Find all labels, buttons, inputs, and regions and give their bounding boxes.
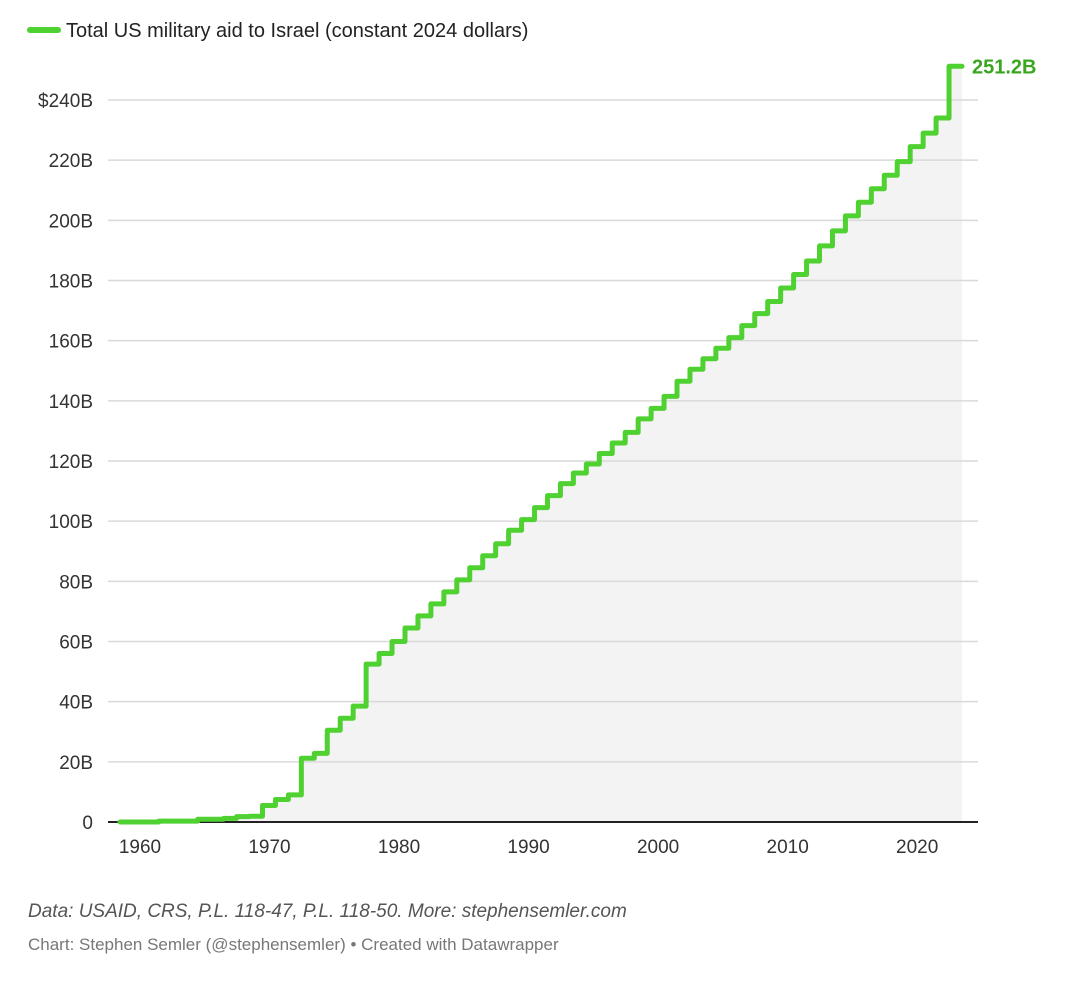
x-tick-label-1990: 1990 bbox=[507, 837, 549, 858]
series-area bbox=[120, 66, 962, 823]
y-tick-label-220: 220B bbox=[49, 151, 93, 172]
y-tick-label-40: 40B bbox=[59, 693, 93, 714]
x-tick-label-2010: 2010 bbox=[767, 837, 809, 858]
y-tick-label-100: 100B bbox=[49, 512, 93, 533]
chart-credit: Chart: Stephen Semler (@stephensemler) •… bbox=[28, 935, 559, 954]
y-tick-label-200: 200B bbox=[49, 211, 93, 232]
y-tick-label-20: 20B bbox=[59, 753, 93, 774]
x-tick-label-2020: 2020 bbox=[896, 837, 938, 858]
source-note: Data: USAID, CRS, P.L. 118-47, P.L. 118-… bbox=[28, 901, 627, 922]
y-axis-tick-labels: 0 20B 40B 60B 80B 100B 120B 140B 160B 180B 200B 220… bbox=[38, 91, 93, 834]
series-line-layer bbox=[117, 63, 965, 825]
x-tick-label-1960: 1960 bbox=[119, 837, 161, 858]
series-line bbox=[117, 63, 965, 825]
y-tick-label-180: 180B bbox=[49, 272, 93, 293]
y-tick-label-120: 120B bbox=[49, 452, 93, 473]
gridlines bbox=[108, 99, 978, 763]
y-tick-label-60: 60B bbox=[59, 633, 93, 654]
y-tick-label-80: 80B bbox=[59, 572, 93, 593]
x-tick-label-2000: 2000 bbox=[637, 837, 679, 858]
y-tick-label-0: 0 bbox=[82, 813, 93, 834]
x-axis-tick-labels: 1960 1970 1980 1990 2000 2010 2020 bbox=[119, 837, 939, 858]
legend-label: Total US military aid to Israel (constan… bbox=[66, 20, 528, 42]
x-tick-label-1980: 1980 bbox=[378, 837, 420, 858]
end-value-label: 251.2B bbox=[972, 56, 1037, 78]
y-tick-label-240: $240B bbox=[38, 91, 93, 112]
y-tick-label-160: 160B bbox=[49, 332, 93, 353]
x-tick-label-1970: 1970 bbox=[248, 837, 290, 858]
legend: Total US military aid to Israel (constan… bbox=[27, 20, 528, 42]
area-fill-layer bbox=[120, 66, 962, 823]
y-tick-label-140: 140B bbox=[49, 392, 93, 413]
data-labels: 251.2B bbox=[972, 56, 1037, 78]
